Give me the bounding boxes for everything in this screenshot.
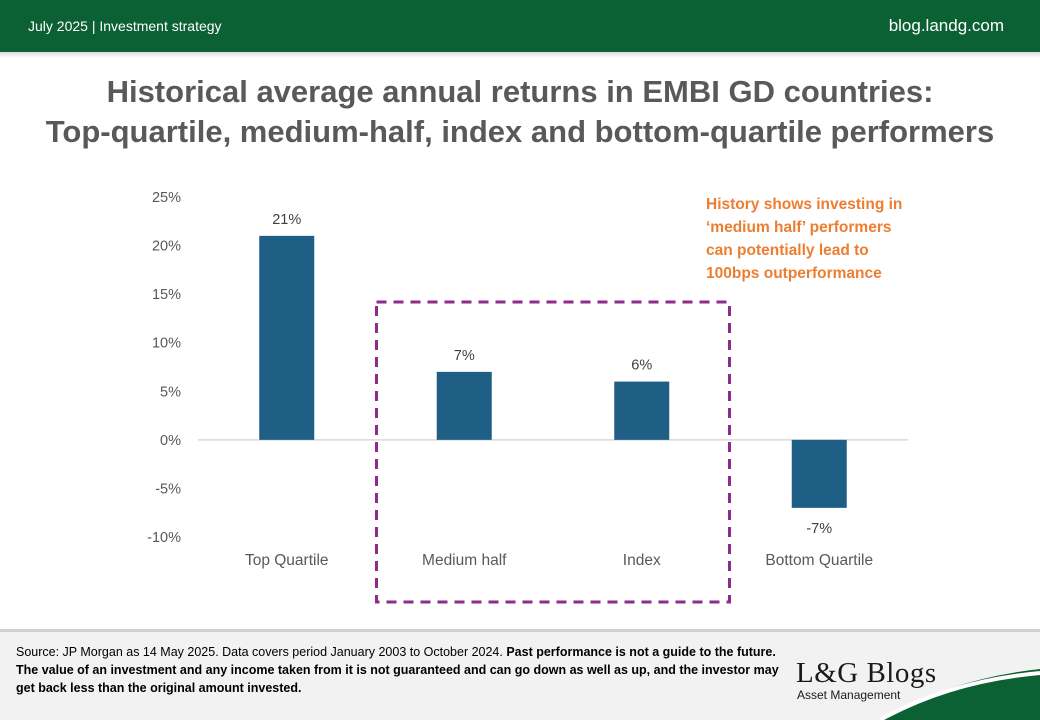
- data-label: 21%: [272, 212, 301, 228]
- header-separator: |: [91, 18, 100, 34]
- callout-annotation: History shows investing in ‘medium half’…: [706, 193, 936, 285]
- logo-swoosh-icon: [879, 669, 1040, 720]
- category-label: Index: [623, 552, 661, 569]
- data-label: 7%: [454, 348, 475, 364]
- header-category: Investment strategy: [99, 18, 222, 34]
- title-line-1: Historical average annual returns in EMB…: [106, 74, 934, 109]
- callout-line: can potentially lead to: [706, 242, 869, 259]
- source-text: Source: JP Morgan as 14 May 2025. Data c…: [16, 645, 507, 659]
- y-tick-label: -10%: [147, 530, 181, 546]
- data-label: -7%: [806, 521, 832, 537]
- highlight-box: [375, 300, 731, 604]
- footer: Source: JP Morgan as 14 May 2025. Data c…: [0, 629, 1040, 720]
- y-tick-label: 10%: [152, 336, 181, 352]
- category-label: Medium half: [422, 552, 507, 569]
- category-label: Top Quartile: [245, 552, 329, 569]
- header-shadow: [0, 52, 1040, 58]
- logo: L&G Blogs: [796, 657, 937, 689]
- source-note: Source: JP Morgan as 14 May 2025. Data c…: [16, 643, 796, 697]
- y-tick-label: 15%: [152, 287, 181, 303]
- site-link[interactable]: blog.landg.com: [888, 16, 1004, 35]
- bar-bottom-quartile: [791, 439, 847, 508]
- y-tick-label: 5%: [160, 384, 181, 400]
- disclaimer-text: Past performance is not a guide to the f…: [16, 645, 779, 695]
- data-label: 6%: [631, 358, 652, 374]
- header-bar: July 2025 | Investment strategy blog.lan…: [0, 0, 1040, 52]
- y-tick-label: 20%: [152, 239, 181, 255]
- footer-divider: [0, 629, 1040, 632]
- header-date: July 2025: [28, 18, 88, 34]
- y-tick-label: 25%: [152, 190, 181, 206]
- y-tick-label: 0%: [160, 433, 181, 449]
- callout-line: 100bps outperformance: [706, 265, 882, 282]
- header-meta: July 2025 | Investment strategy: [28, 0, 222, 52]
- category-label: Bottom Quartile: [765, 552, 873, 569]
- callout-line: History shows investing in: [706, 196, 903, 213]
- bar-medium-half: [436, 371, 492, 440]
- chart-title: Historical average annual returns in EMB…: [0, 72, 1040, 152]
- title-line-2: Top-quartile, medium-half, index and bot…: [45, 114, 995, 149]
- bar-index: [614, 381, 670, 440]
- y-tick-label: -5%: [155, 481, 181, 497]
- bar-top-quartile: [259, 235, 315, 440]
- bar-chart: 25% 20% 15% 10% 5% 0% -5% -10% 21% Top Quartile 7%…: [147, 190, 908, 604]
- callout-line: ‘medium half’ performers: [706, 219, 892, 236]
- logo-subtitle: Asset Management: [797, 688, 901, 702]
